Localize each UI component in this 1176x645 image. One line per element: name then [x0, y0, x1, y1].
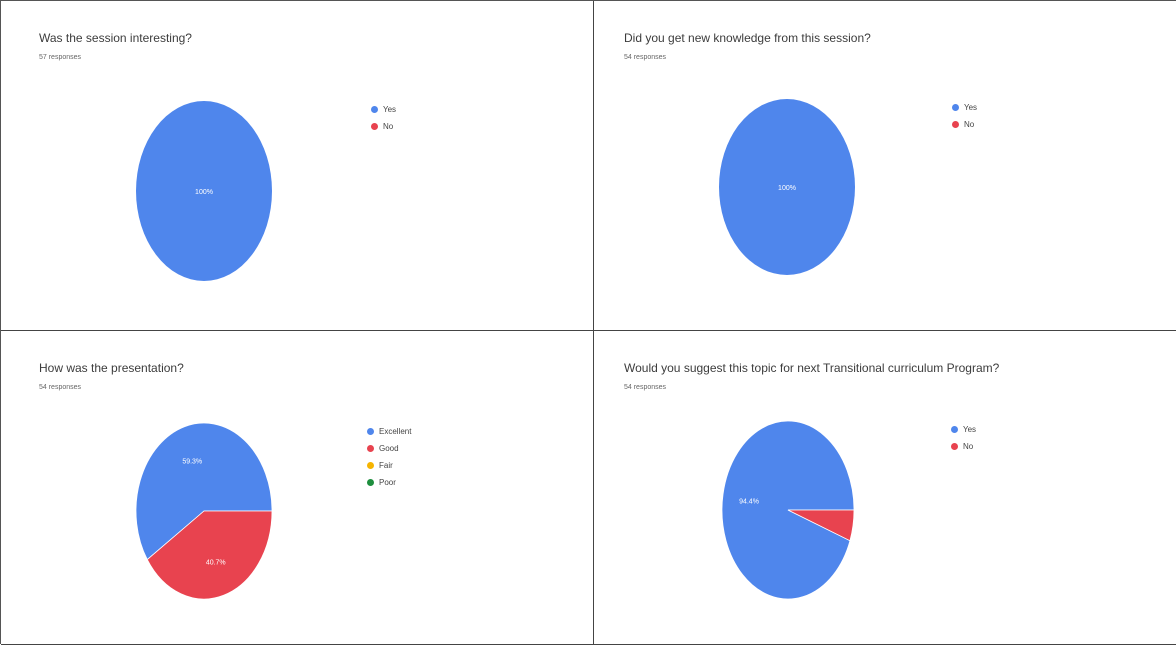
- slice-label: 59.3%: [182, 458, 202, 465]
- chart-title: Was the session interesting?: [39, 31, 192, 45]
- chart-legend: Yes No: [371, 101, 396, 135]
- chart-legend: Yes No: [952, 99, 977, 133]
- chart-panel-presentation: How was the presentation? 54 responses 5…: [1, 331, 594, 645]
- legend-label: No: [964, 120, 975, 129]
- legend-label: Fair: [379, 461, 393, 470]
- legend-swatch: [951, 426, 958, 433]
- legend-swatch: [367, 479, 374, 486]
- legend-label: Good: [379, 444, 399, 453]
- legend-swatch: [371, 123, 378, 130]
- response-count: 54 responses: [624, 384, 667, 391]
- legend-label: Excellent: [379, 427, 412, 436]
- legend-item-yes: Yes: [371, 101, 396, 118]
- legend-item-good: Good: [367, 440, 411, 457]
- legend-swatch: [952, 121, 959, 128]
- response-count: 54 responses: [39, 384, 82, 391]
- slice-label: 94.4%: [739, 499, 759, 506]
- legend-label: Yes: [383, 105, 397, 114]
- legend-label: No: [963, 442, 974, 451]
- legend-label: No: [383, 122, 394, 131]
- chart-panel-session-interesting: Was the session interesting? 57 response…: [1, 1, 594, 331]
- pie-chart: 94.4%: [721, 420, 855, 600]
- chart-title: How was the presentation?: [39, 361, 184, 375]
- legend-item-no: No: [951, 438, 976, 455]
- legend-swatch: [952, 104, 959, 111]
- pie-slice-yes: [719, 99, 855, 275]
- legend-label: Yes: [964, 103, 978, 112]
- legend-item-excellent: Excellent: [367, 423, 411, 440]
- pie-slice-no: [787, 509, 855, 542]
- legend-item-no: No: [952, 116, 977, 133]
- response-count: 57 responses: [39, 54, 82, 61]
- legend-label: Yes: [963, 425, 977, 434]
- legend-swatch: [951, 443, 958, 450]
- legend-swatch: [371, 106, 378, 113]
- pie-slice-good: [146, 510, 273, 600]
- pie-chart: 100%: [136, 101, 272, 281]
- slice-label: 100%: [778, 185, 796, 192]
- legend-item-yes: Yes: [951, 421, 976, 438]
- legend-item-no: No: [371, 118, 396, 135]
- pie-slice-yes: [136, 101, 272, 281]
- chart-panel-suggest-topic: Would you suggest this topic for next Tr…: [594, 331, 1176, 645]
- chart-legend: Yes No: [951, 421, 976, 455]
- legend-item-poor: Poor: [367, 474, 411, 491]
- chart-title: Would you suggest this topic for next Tr…: [624, 361, 1000, 375]
- slice-label: 100%: [195, 189, 213, 196]
- legend-item-fair: Fair: [367, 457, 411, 474]
- chart-legend: Excellent Good Fair Poor: [367, 423, 411, 491]
- pie-chart: 59.3% 40.7%: [135, 422, 273, 600]
- response-count: 54 responses: [624, 54, 667, 61]
- slice-label: 40.7%: [206, 560, 226, 567]
- pie-chart: 100%: [719, 99, 855, 275]
- legend-item-yes: Yes: [952, 99, 977, 116]
- legend-swatch: [367, 428, 374, 435]
- legend-label: Poor: [379, 478, 396, 487]
- pie-slice-excellent: [135, 422, 273, 561]
- chart-title: Did you get new knowledge from this sess…: [624, 31, 871, 45]
- chart-panel-new-knowledge: Did you get new knowledge from this sess…: [594, 1, 1176, 331]
- legend-swatch: [367, 445, 374, 452]
- legend-swatch: [367, 462, 374, 469]
